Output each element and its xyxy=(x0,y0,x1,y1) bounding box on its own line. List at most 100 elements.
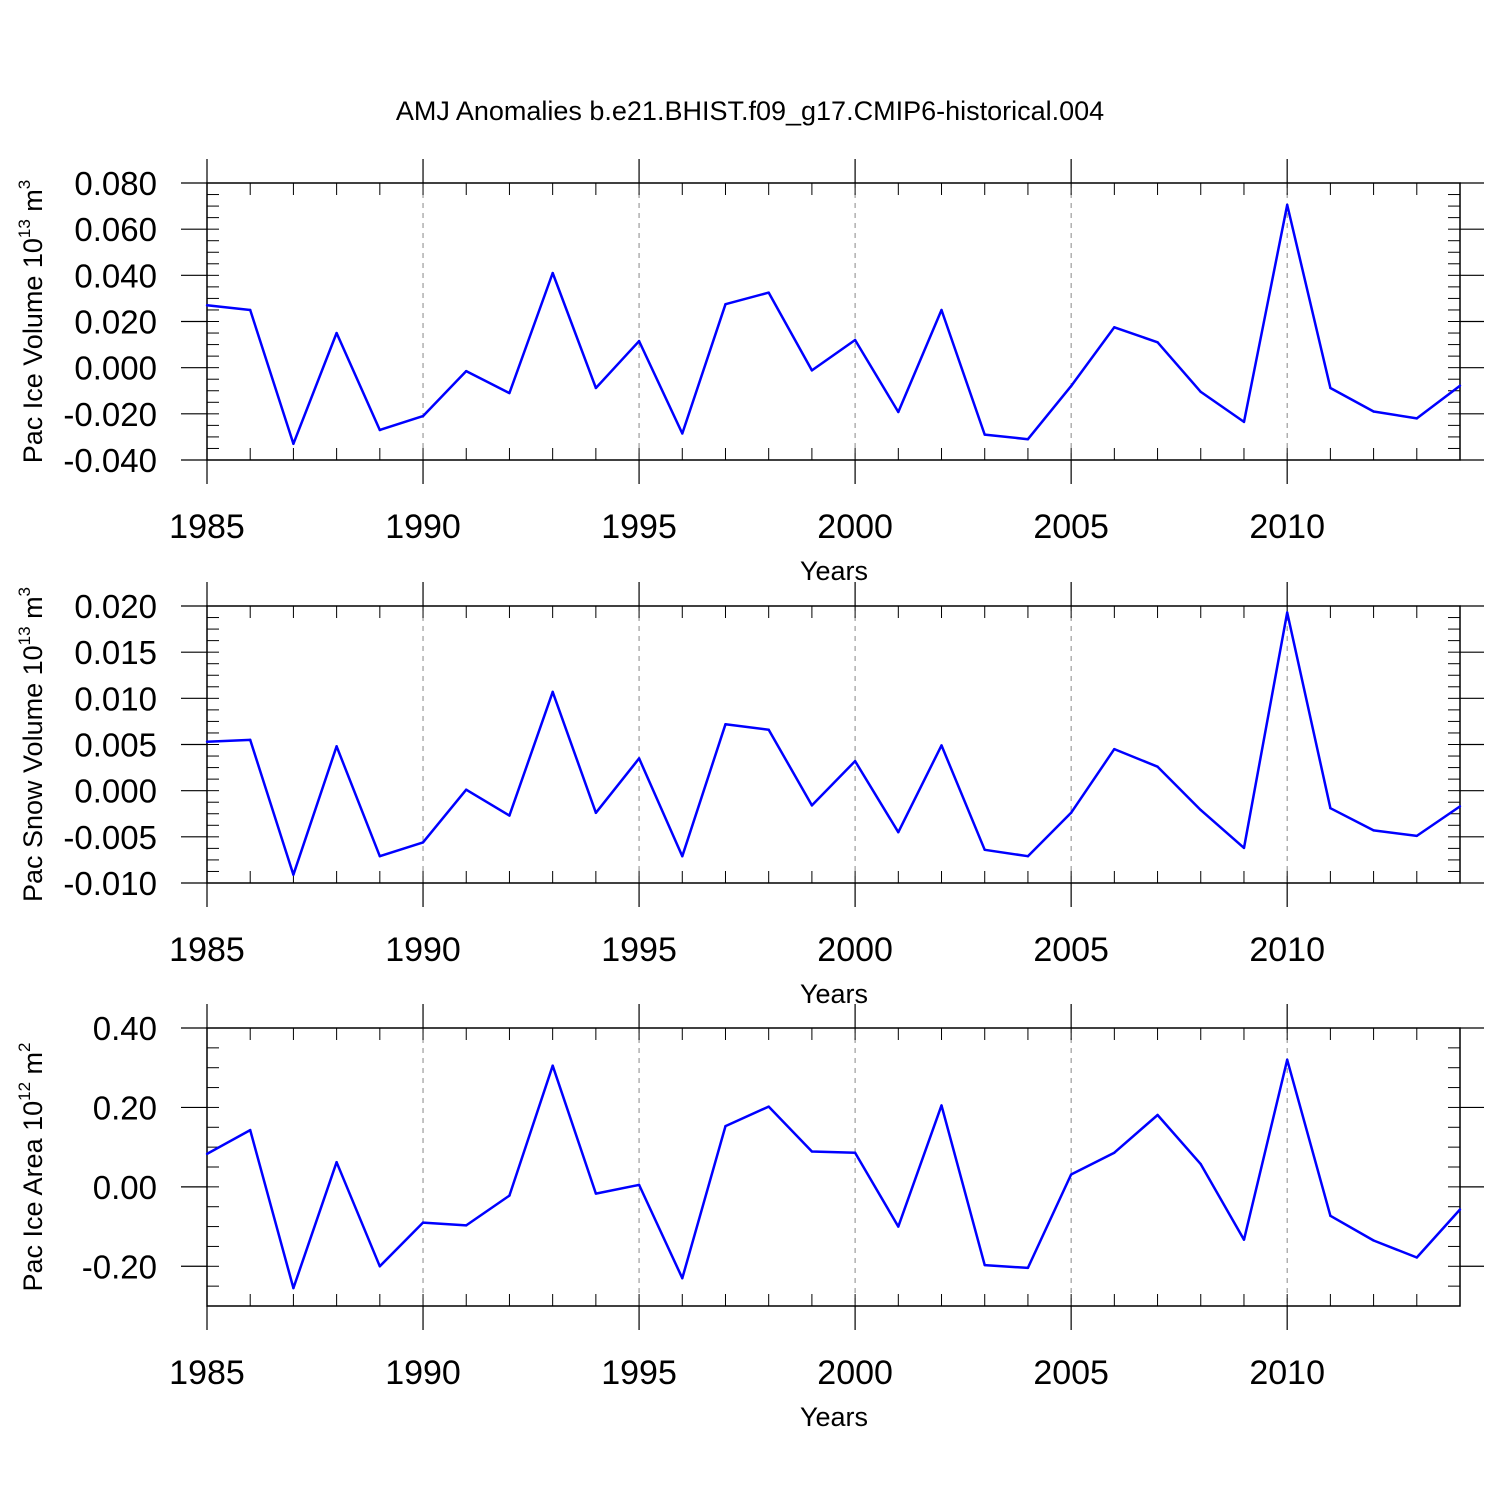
x-tick-label: 2005 xyxy=(1033,931,1109,969)
y-tick-label: 0.20 xyxy=(93,1089,157,1126)
x-tick-label: 1985 xyxy=(169,931,245,969)
data-point xyxy=(1329,386,1332,390)
x-tick-label: 1995 xyxy=(601,1354,677,1392)
plot-frame xyxy=(206,182,1461,461)
y-tick-label: 0.020 xyxy=(74,304,157,341)
y-tick-label: 0.015 xyxy=(74,634,157,671)
data-point xyxy=(421,841,425,844)
y-tick-label: -0.040 xyxy=(63,442,157,479)
data-point xyxy=(205,304,209,307)
data-point xyxy=(1156,765,1159,768)
data-point xyxy=(1199,808,1202,812)
y-tick-label: 0.010 xyxy=(74,680,157,717)
x-tick-label: 2000 xyxy=(817,1354,893,1392)
data-point xyxy=(421,414,425,418)
y-tick-label: -0.020 xyxy=(63,396,157,433)
x-tick-label: 2005 xyxy=(1033,1354,1109,1392)
data-point xyxy=(853,759,857,763)
data-point xyxy=(551,690,554,694)
data-point xyxy=(1458,805,1462,808)
data-point xyxy=(983,1263,986,1267)
x-axis-label: Years xyxy=(800,979,868,1009)
data-point xyxy=(1069,1173,1073,1176)
data-point xyxy=(594,386,598,390)
data-point xyxy=(1415,834,1418,838)
data-point xyxy=(767,291,770,294)
data-point xyxy=(1069,384,1073,388)
data-point xyxy=(853,338,857,342)
data-point xyxy=(810,804,814,807)
x-tick-label: 1985 xyxy=(169,1354,245,1392)
series-line-ice-area xyxy=(206,1058,1461,1290)
y-tick-label: 0.040 xyxy=(74,257,157,294)
data-point xyxy=(637,1183,641,1187)
data-point xyxy=(1113,326,1116,329)
data-point xyxy=(897,831,900,834)
y-tick-label: 0.020 xyxy=(74,588,157,625)
data-point xyxy=(594,1192,598,1195)
y-tick-label: 0.060 xyxy=(74,211,157,248)
plot-frame xyxy=(206,605,1461,884)
data-point xyxy=(1285,1058,1289,1061)
figure-title: AMJ Anomalies b.e21.BHIST.f09_g17.CMIP6-… xyxy=(396,96,1104,126)
data-point xyxy=(551,271,554,275)
y-tick-label: 0.000 xyxy=(74,350,157,387)
data-point xyxy=(1026,438,1030,441)
data-point xyxy=(1199,1163,1202,1166)
data-point xyxy=(897,1225,900,1228)
y-tick-label: -0.005 xyxy=(63,819,157,856)
data-point xyxy=(508,814,511,817)
data-point xyxy=(335,331,338,335)
data-point xyxy=(1372,410,1375,413)
data-point xyxy=(421,1221,425,1224)
x-tick-label: 1985 xyxy=(169,508,245,546)
data-point xyxy=(724,302,727,306)
series-line-snow-volume xyxy=(206,611,1461,876)
data-point xyxy=(810,1150,814,1153)
data-point xyxy=(637,339,641,343)
x-tick-label: 1990 xyxy=(385,1354,461,1392)
y-axis-label: Pac Snow Volume 1013 m3 xyxy=(15,587,48,902)
data-point xyxy=(940,308,943,312)
data-point xyxy=(1156,1113,1159,1117)
x-tick-label: 2000 xyxy=(817,508,893,546)
data-point xyxy=(378,428,382,432)
data-point xyxy=(940,744,943,747)
data-point xyxy=(1113,747,1116,751)
y-tick-label: 0.00 xyxy=(93,1169,157,1206)
x-tick-label: 1995 xyxy=(601,508,677,546)
data-point xyxy=(1415,417,1418,420)
data-point xyxy=(551,1064,554,1067)
data-point xyxy=(983,848,986,851)
data-point xyxy=(465,1224,468,1227)
data-point xyxy=(508,391,511,395)
panels: 1985 1990 1995 2000 2005 2010 -0.040 -0.020 0.00… xyxy=(15,159,1484,1432)
x-axis-label: Years xyxy=(800,1402,868,1432)
y-tick-label: -0.20 xyxy=(82,1248,157,1285)
data-point xyxy=(1285,611,1289,614)
x-tick-label: 2000 xyxy=(817,931,893,969)
x-tick-label: 1990 xyxy=(385,931,461,969)
data-point xyxy=(940,1104,943,1107)
data-point xyxy=(767,728,770,731)
data-point xyxy=(249,1128,252,1132)
data-point xyxy=(1026,855,1030,858)
x-tick-label: 2005 xyxy=(1033,508,1109,546)
data-point xyxy=(1242,1238,1246,1241)
y-tick-label: -0.010 xyxy=(63,865,157,902)
data-point xyxy=(292,442,295,446)
data-point xyxy=(724,1124,727,1128)
panel-ice-area: 1985 1990 1995 2000 2005 2010 -0.20 0.00 0.20 0.4… xyxy=(15,1004,1484,1432)
data-point xyxy=(335,1161,338,1164)
plot-frame xyxy=(206,1027,1461,1307)
data-point xyxy=(1329,1214,1332,1218)
panel-snow-volume: 1985 1990 1995 2000 2005 2010 -0.010 -0.005 0.00… xyxy=(15,582,1484,1009)
x-tick-label: 2010 xyxy=(1249,1354,1325,1392)
data-point xyxy=(983,433,986,436)
data-point xyxy=(335,745,338,748)
data-point xyxy=(853,1151,857,1154)
data-point xyxy=(205,1152,209,1156)
data-point xyxy=(205,740,209,743)
data-point xyxy=(378,1265,382,1268)
